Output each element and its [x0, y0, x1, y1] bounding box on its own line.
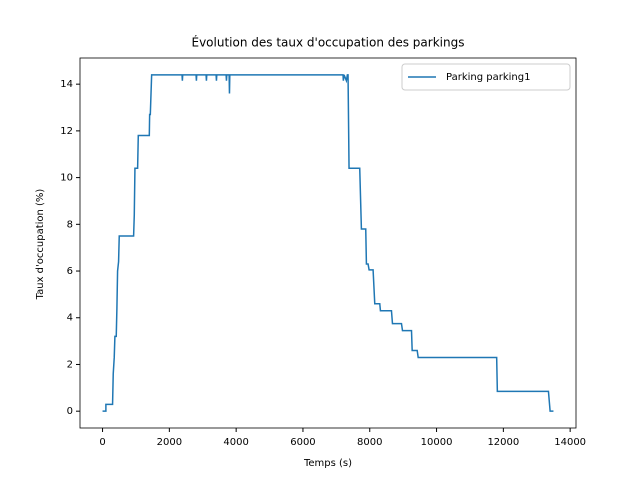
y-tick-label: 0 [67, 406, 73, 417]
x-tick-label: 6000 [290, 437, 315, 448]
y-tick-label: 6 [67, 266, 73, 277]
data-line [102, 74, 554, 412]
x-tick-label: 2000 [157, 437, 182, 448]
x-tick-label: 4000 [223, 437, 248, 448]
y-tick-label: 12 [60, 126, 73, 137]
y-axis-label: Taux d'occupation (%) [35, 189, 46, 301]
x-axis-label: Temps (s) [303, 458, 352, 469]
y-tick-label: 8 [67, 219, 73, 230]
chart-title: Évolution des taux d'occupation des park… [192, 35, 465, 50]
legend-label: Parking parking1 [446, 72, 530, 83]
y-tick-label: 4 [67, 313, 73, 324]
x-tick-label: 14000 [554, 437, 586, 448]
legend-box [401, 63, 571, 91]
y-tick-label: 10 [60, 173, 73, 184]
y-tick-label: 2 [67, 359, 73, 370]
x-tick-label: 8000 [357, 437, 382, 448]
plot-frame [79, 57, 577, 429]
x-tick-label: 10000 [421, 437, 453, 448]
x-tick-label: 12000 [487, 437, 519, 448]
x-tick-label: 0 [99, 437, 105, 448]
y-tick-label: 14 [60, 79, 73, 90]
